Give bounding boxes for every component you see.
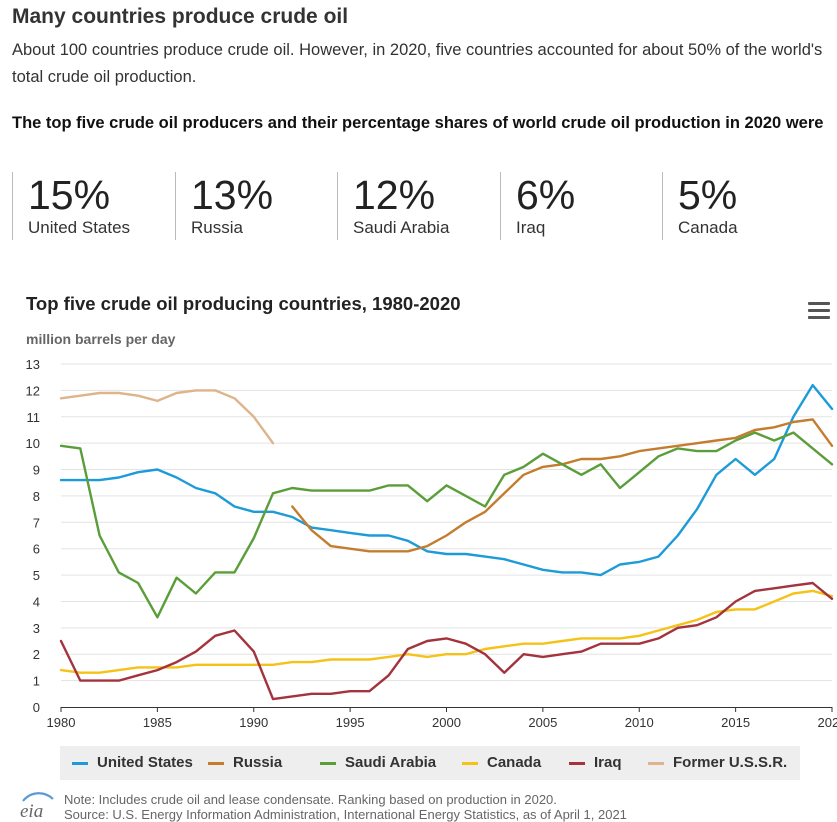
stat-country: Russia xyxy=(191,218,243,237)
series-line-iraq xyxy=(59,581,834,701)
y-tick-label: 8 xyxy=(33,489,40,504)
y-tick-label: 7 xyxy=(33,515,40,530)
x-tick-label: 1985 xyxy=(143,715,172,730)
stats-heading: The top five crude oil producers and the… xyxy=(12,114,824,132)
legend-label: Iraq xyxy=(594,754,622,771)
chart-source: Source: U.S. Energy Information Administ… xyxy=(64,807,627,822)
y-tick-label: 13 xyxy=(26,357,40,372)
y-tick-label: 2 xyxy=(33,647,40,662)
stat-country: United States xyxy=(28,218,131,237)
intro-text: About 100 countries produce crude oil. H… xyxy=(12,41,823,86)
stat-iraq: 6% Iraq xyxy=(500,172,575,240)
stat-percent: 6% xyxy=(516,172,576,218)
legend-swatch xyxy=(462,762,478,765)
legend-swatch xyxy=(208,762,224,765)
y-tick-label: 3 xyxy=(33,621,40,636)
y-tick-label: 10 xyxy=(26,436,40,451)
legend-label: United States xyxy=(97,754,193,771)
stat-percent: 5% xyxy=(678,172,738,218)
eia-logo-text: eia xyxy=(20,801,43,820)
x-tick-label: 2000 xyxy=(432,715,461,730)
eia-logo: eia xyxy=(20,792,54,820)
y-tick-label: 6 xyxy=(33,542,40,557)
y-tick-label: 11 xyxy=(27,410,41,425)
x-tick-label: 1980 xyxy=(47,715,76,730)
x-tick-label: 2010 xyxy=(625,715,654,730)
series-line-canada xyxy=(59,589,834,674)
x-tick-label: 1995 xyxy=(336,715,365,730)
page-title: Many countries produce crude oil xyxy=(12,5,349,28)
stat-canada: 5% Canada xyxy=(662,172,738,240)
gridlines xyxy=(61,363,832,682)
stat-country: Canada xyxy=(678,218,738,237)
stat-country: Saudi Arabia xyxy=(353,218,450,237)
x-tick-label: 2020 xyxy=(818,715,837,730)
y-tick-label: 4 xyxy=(33,594,40,609)
y-tick-label: 9 xyxy=(33,463,40,478)
stats-row: 15% United States 13% Russia 12% Saudi A… xyxy=(12,172,837,240)
y-tick-label: 0 xyxy=(33,700,40,715)
y-tick-label: 5 xyxy=(33,568,40,583)
series-line-united-states xyxy=(59,383,834,577)
hamburger-menu-icon[interactable] xyxy=(808,302,830,320)
x-tick-label: 2015 xyxy=(721,715,750,730)
legend-label: Canada xyxy=(487,754,542,771)
legend-label: Former U.S.S.R. xyxy=(673,754,788,771)
legend-label: Saudi Arabia xyxy=(345,754,437,771)
legend-label: Russia xyxy=(233,754,283,771)
chart-title: Top five crude oil producing countries, … xyxy=(26,293,461,314)
stat-percent: 15% xyxy=(28,172,111,218)
y-tick-label: 12 xyxy=(26,383,40,398)
chart-notes: Note: Includes crude oil and lease conde… xyxy=(64,792,627,822)
legend-swatch xyxy=(320,762,336,765)
series-line-saudi-arabia xyxy=(59,431,834,619)
chart-legend: United States Russia Saudi Arabia Canada… xyxy=(60,746,800,780)
chart-note: Note: Includes crude oil and lease conde… xyxy=(64,792,557,807)
stat-united-states: 15% United States xyxy=(12,172,130,240)
stat-percent: 12% xyxy=(353,172,436,218)
legend-swatch xyxy=(72,762,88,765)
stat-percent: 13% xyxy=(191,172,274,218)
series-line-former-u-s-s-r xyxy=(59,389,275,445)
legend-swatch xyxy=(648,762,664,765)
legend-swatch xyxy=(569,762,585,765)
y-axis-unit-label: million barrels per day xyxy=(26,331,176,347)
x-tick-label: 1990 xyxy=(239,715,268,730)
stat-russia: 13% Russia xyxy=(175,172,273,240)
y-tick-label: 1 xyxy=(33,674,40,689)
series-lines xyxy=(59,383,834,701)
series-line-russia xyxy=(291,418,834,553)
stat-saudi-arabia: 12% Saudi Arabia xyxy=(337,172,449,240)
stat-country: Iraq xyxy=(516,218,546,237)
x-tick-label: 2005 xyxy=(528,715,557,730)
